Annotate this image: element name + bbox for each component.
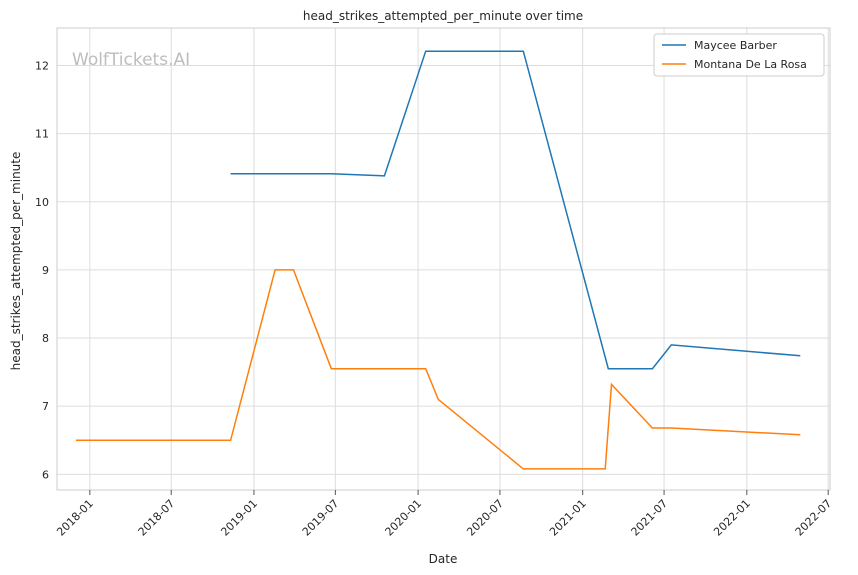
- series-line-maycee-barber: [230, 50, 801, 370]
- y-tick-label: 11: [35, 128, 49, 141]
- x-tick-label: 2020-01: [383, 497, 425, 539]
- x-tick-label: 2022-01: [711, 497, 753, 539]
- x-tick-label: 2019-07: [300, 497, 342, 539]
- series-line-montana-de-la-rosa: [75, 269, 801, 470]
- x-tick-label: 2021-01: [547, 497, 589, 539]
- x-tick-label: 2021-07: [628, 497, 670, 539]
- y-tick-label: 7: [42, 400, 49, 413]
- y-tick-label: 6: [42, 468, 49, 481]
- y-axis-ticks: 6 7 8 9 10 11 12: [35, 59, 49, 481]
- y-tick-label: 8: [42, 332, 49, 345]
- x-tick-label: 2022-07: [793, 497, 835, 539]
- x-axis-label: Date: [429, 552, 458, 566]
- legend-label-montana-de-la-rosa: Montana De La Rosa: [694, 58, 807, 71]
- x-tick-label: 2019-01: [218, 497, 260, 539]
- x-tick-label: 2018-01: [54, 497, 96, 539]
- plot-frame: [56, 27, 831, 491]
- legend: Maycee Barber Montana De La Rosa: [653, 33, 825, 77]
- x-axis-ticks: 2018-01 2018-07 2019-01 2019-07 2020-01 2020-…: [54, 490, 834, 539]
- chart-title: head_strikes_attempted_per_minute over t…: [303, 9, 583, 23]
- y-tick-label: 10: [35, 196, 49, 209]
- x-tick-label: 2018-07: [136, 497, 178, 539]
- grid: [57, 28, 830, 490]
- x-tick-label: 2020-07: [464, 497, 506, 539]
- y-tick-label: 12: [35, 59, 49, 72]
- y-axis-label: head_strikes_attempted_per_minute: [9, 152, 23, 371]
- legend-label-maycee-barber: Maycee Barber: [694, 39, 777, 52]
- series-layer: [75, 50, 801, 470]
- legend-box: [653, 33, 825, 77]
- y-tick-label: 9: [42, 264, 49, 277]
- watermark: WolfTickets.AI: [72, 50, 190, 70]
